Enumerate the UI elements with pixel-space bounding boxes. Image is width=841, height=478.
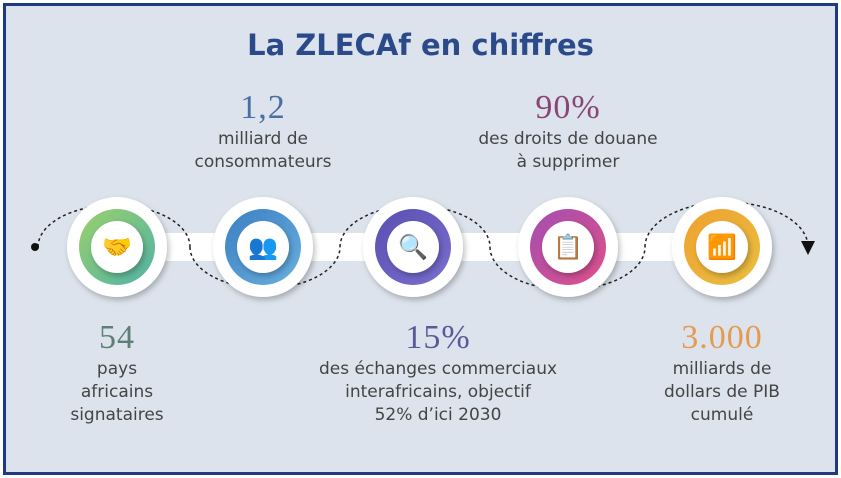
stat-node [213, 197, 313, 297]
arrow-down-icon [801, 241, 815, 255]
dashed-arc [37, 204, 191, 248]
stat-block: 3.000 milliards de dollars de PIB cumulé [572, 318, 841, 427]
stat-value: 15% [405, 319, 471, 356]
clipboard-check-icon: 📋 [553, 233, 583, 261]
node-inner [387, 221, 439, 273]
stat-value: 1,2 [240, 89, 286, 126]
stat-block: 90% des droits de douane à supprimer [418, 88, 718, 174]
globe-search-icon: 🔍 [398, 233, 428, 261]
node-inner [542, 221, 594, 273]
stat-value: 90% [535, 89, 601, 126]
stat-block: 1,2 milliard de consommateurs [113, 88, 413, 174]
stat-value: 3.000 [681, 319, 763, 356]
node-inner [237, 221, 289, 273]
stat-label: des échanges commerciaux interafricains,… [318, 359, 558, 425]
page-title: La ZLECAf en chiffres [247, 28, 594, 62]
stat-block: 15% des échanges commerciaux interafricai… [288, 318, 588, 427]
stat-node [67, 197, 167, 297]
stat-block: 54 pays africains signataires [0, 318, 267, 427]
node-inner [696, 221, 748, 273]
dashed-arc [189, 246, 341, 289]
stat-label: milliards de dollars de PIB cumulé [664, 359, 780, 425]
node-inner [91, 221, 143, 273]
dashed-arc [339, 205, 491, 248]
stat-node [672, 197, 772, 297]
growth-chart-icon: 📶 [707, 233, 737, 261]
stat-label: milliard de consommateurs [194, 129, 332, 172]
stat-node [518, 197, 618, 297]
stat-label: des droits de douane à supprimer [478, 129, 658, 172]
stat-label: pays africains signataires [70, 359, 164, 425]
stat-node [363, 197, 463, 297]
start-dot [31, 243, 39, 251]
handshake-icon: 🤝 [102, 233, 132, 261]
people-icon: 👥 [248, 233, 278, 261]
stat-value: 54 [99, 319, 135, 356]
